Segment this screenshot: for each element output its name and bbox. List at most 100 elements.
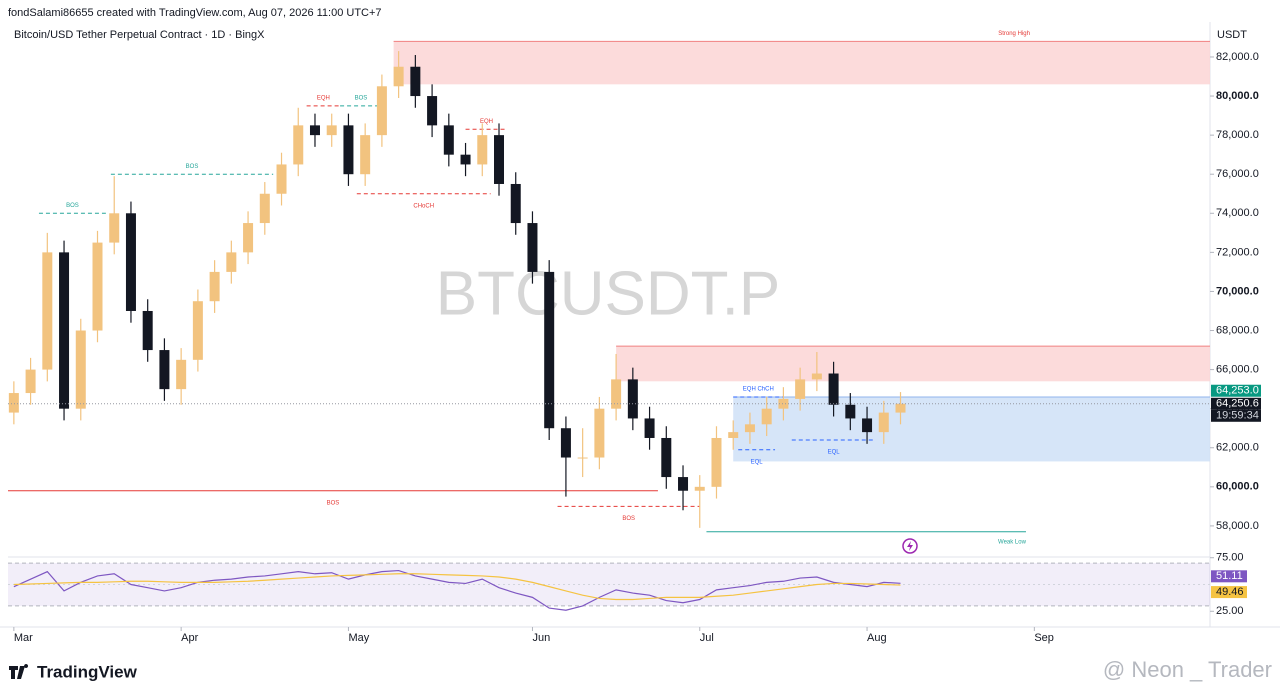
candle-body xyxy=(778,398,789,409)
candle-body xyxy=(510,183,521,224)
structure-label: BOS xyxy=(622,516,635,522)
candle-body xyxy=(326,125,337,136)
structure-label: EQH ChCH xyxy=(743,387,774,393)
candle-body xyxy=(460,154,471,165)
structure-label: BOS xyxy=(327,500,340,506)
header: fondSalami86655 created with TradingView… xyxy=(8,7,382,19)
alert-circle[interactable] xyxy=(902,538,918,554)
y-tick-label: 72,000.0 xyxy=(1216,246,1259,258)
y-tick-label: 74,000.0 xyxy=(1216,207,1259,219)
zone xyxy=(616,346,1210,382)
candle-body xyxy=(627,379,638,419)
zone-label: Strong High xyxy=(998,31,1030,37)
candle-body xyxy=(661,437,672,478)
candle-body xyxy=(678,477,689,491)
candle-body xyxy=(276,164,287,194)
x-tick-label: Sep xyxy=(1034,632,1054,644)
x-tick-label: Aug xyxy=(867,632,887,644)
candle-body xyxy=(226,252,237,272)
structure-label: BOS xyxy=(355,95,368,101)
rsi-tag xyxy=(1211,586,1247,599)
x-tick-label: Apr xyxy=(181,632,198,644)
candle-body xyxy=(59,252,70,409)
candle-body xyxy=(761,408,772,425)
rsi-line xyxy=(13,573,901,601)
y-tick-label: 60,000.0 xyxy=(1216,481,1259,493)
rsi-tick-label: 25.00 xyxy=(1216,605,1244,617)
price-tag xyxy=(1211,384,1261,397)
candle-body xyxy=(92,242,103,331)
chart-title: Bitcoin/USD Tether Perpetual Contract · … xyxy=(14,29,265,41)
candle-body xyxy=(494,135,505,184)
candle-body xyxy=(443,125,454,155)
candle-body xyxy=(744,424,755,433)
candle-body xyxy=(293,125,304,165)
candle-body xyxy=(209,271,220,302)
y-tick-label: 66,000.0 xyxy=(1216,364,1259,376)
rsi-tag xyxy=(1211,570,1247,583)
y-tick-label: 68,000.0 xyxy=(1216,324,1259,336)
x-tick-label: Mar xyxy=(14,632,33,644)
structure-label: BOS xyxy=(66,203,79,209)
price-tag-label: 64,250.6 xyxy=(1216,398,1259,410)
candle-body xyxy=(259,193,270,224)
symbol-watermark: BTCUSDT.P xyxy=(436,259,780,328)
rsi-tag-label: 51.11 xyxy=(1216,570,1243,582)
structure-label: EQH xyxy=(317,95,330,101)
x-tick-label: Jun xyxy=(532,632,550,644)
candle-body xyxy=(527,223,538,272)
candle-body xyxy=(845,404,856,419)
candle-body xyxy=(427,96,438,126)
plot: Strong High58,000.060,000.062,000.064,00… xyxy=(8,31,1261,644)
x-tick-label: Jul xyxy=(700,632,714,644)
candle-body xyxy=(795,379,806,399)
candle-body xyxy=(360,135,371,175)
footer-logo: TradingView xyxy=(9,662,138,681)
candle-body xyxy=(25,369,36,394)
candle-body xyxy=(644,418,655,438)
candle-body xyxy=(728,432,739,438)
alert-bolt[interactable] xyxy=(907,541,913,551)
zone xyxy=(393,41,1210,85)
structure-label: CHoCH xyxy=(413,203,434,209)
y-tick-label: 58,000.0 xyxy=(1216,520,1259,532)
structure-label: EQL xyxy=(828,450,841,456)
zone xyxy=(733,396,1210,462)
y-axis-label: USDT xyxy=(1217,29,1247,41)
candle-body xyxy=(611,379,622,409)
alert-icon[interactable] xyxy=(902,538,918,554)
candle-body xyxy=(343,125,354,175)
candle-body xyxy=(544,271,555,429)
logo-text: TradingView xyxy=(37,662,138,681)
candle-body xyxy=(243,223,254,253)
structure-label: EQH xyxy=(480,119,493,125)
candle-body xyxy=(895,403,906,413)
candle-body xyxy=(192,301,203,360)
candle-body xyxy=(711,437,722,487)
countdown-bg xyxy=(1211,409,1261,422)
candle-body xyxy=(142,310,153,351)
rsi-tag-label: 49.46 xyxy=(1216,586,1244,598)
candle-body xyxy=(862,418,873,433)
structure-label: EQL xyxy=(751,459,764,465)
candle-body xyxy=(309,125,320,136)
rsi-tick-label: 75.00 xyxy=(1216,552,1244,564)
y-tick-label: 76,000.0 xyxy=(1216,168,1259,180)
candle-body xyxy=(176,359,187,390)
candle-body xyxy=(828,373,839,405)
candle-body xyxy=(694,486,705,491)
candle-body xyxy=(8,393,19,413)
x-tick-label: May xyxy=(348,632,369,644)
candle-body xyxy=(410,66,421,97)
candle-body xyxy=(878,412,889,433)
candle-body xyxy=(376,86,387,136)
rsi-line xyxy=(13,569,901,611)
candle-body xyxy=(75,330,86,409)
y-tick-label: 62,000.0 xyxy=(1216,442,1259,454)
price-tag xyxy=(1211,397,1261,410)
structure-label: Weak Low xyxy=(998,539,1027,545)
y-tick-label: 78,000.0 xyxy=(1216,129,1259,141)
y-tick-label: 80,000.0 xyxy=(1216,90,1259,102)
candle-body xyxy=(125,213,136,311)
